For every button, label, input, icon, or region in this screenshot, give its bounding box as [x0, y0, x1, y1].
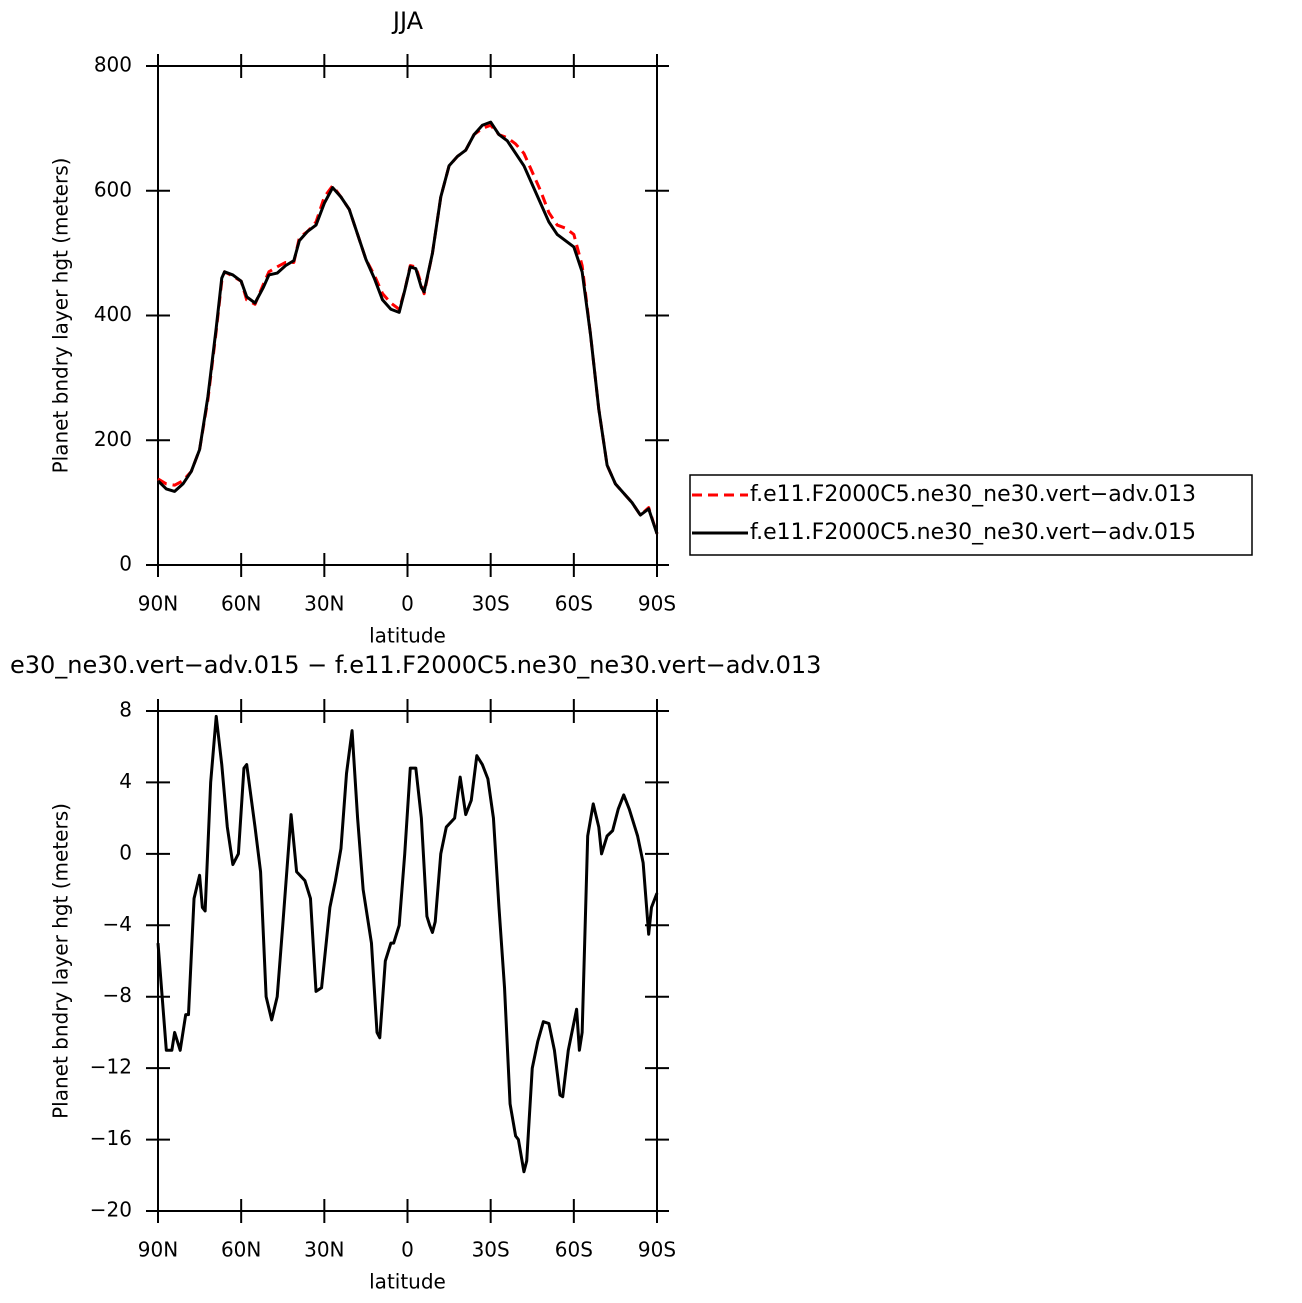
y-tick-label: 400: [94, 302, 132, 326]
x-axis-label: latitude: [369, 624, 446, 648]
y-tick-label: 0: [119, 840, 132, 864]
x-tick-label: 0: [401, 592, 414, 616]
x-tick-label: 60N: [221, 1238, 261, 1262]
y-tick-label: −16: [90, 1126, 132, 1150]
data-line: [157, 123, 659, 535]
data-line: [156, 120, 659, 535]
legend-label: f.e11.F2000C5.ne30_ne30.vert−adv.015: [750, 520, 1196, 545]
y-tick-label: 8: [119, 698, 132, 722]
chart-title: e30_ne30.vert−adv.015 − f.e11.F2000C5.ne…: [10, 651, 821, 679]
x-tick-label: 60S: [555, 1238, 593, 1262]
y-tick-label: −4: [103, 912, 132, 936]
x-tick-label: 30N: [304, 1238, 344, 1262]
x-tick-label: 30S: [472, 592, 510, 616]
x-tick-label: 30N: [304, 592, 344, 616]
y-tick-label: −8: [103, 983, 132, 1007]
x-tick-label: 90S: [638, 1238, 676, 1262]
x-axis-label: latitude: [369, 1270, 446, 1294]
x-tick-label: 0: [401, 1238, 414, 1262]
y-axis-label: Planet bndry layer hgt (meters): [49, 158, 73, 474]
x-tick-label: 30S: [472, 1238, 510, 1262]
x-tick-label: 60N: [221, 592, 261, 616]
x-tick-label: 90N: [138, 592, 178, 616]
y-tick-label: 200: [94, 427, 132, 451]
y-tick-label: −12: [90, 1055, 132, 1079]
x-tick-label: 60S: [555, 592, 593, 616]
y-tick-label: 0: [119, 552, 132, 576]
y-axis-label: Planet bndry layer hgt (meters): [49, 803, 73, 1119]
legend-label: f.e11.F2000C5.ne30_ne30.vert−adv.013: [750, 482, 1196, 507]
plot-frame: [157, 710, 658, 1212]
x-tick-label: 90N: [138, 1238, 178, 1262]
y-tick-label: −20: [90, 1198, 132, 1222]
chart-title: JJA: [391, 7, 424, 35]
plot-frame: [157, 65, 658, 566]
data-line: [156, 714, 659, 1174]
y-tick-label: 600: [94, 177, 132, 201]
y-tick-label: 4: [119, 769, 132, 793]
legend-box: [689, 474, 1253, 556]
x-tick-label: 90S: [638, 592, 676, 616]
y-tick-label: 800: [94, 53, 132, 77]
